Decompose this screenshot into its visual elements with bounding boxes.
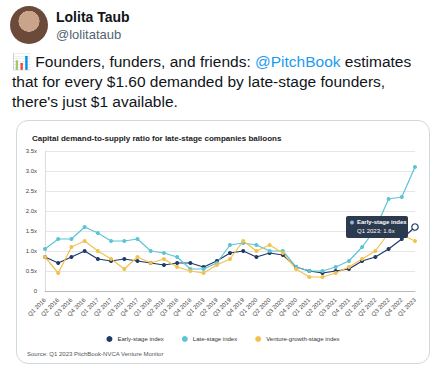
svg-text:3.5x: 3.5x <box>26 148 37 154</box>
svg-text:Source: Q1 2023 PitchBook-NVCA: Source: Q1 2023 PitchBook-NVCA Venture M… <box>27 351 163 357</box>
svg-text:Q3 2018: Q3 2018 <box>158 296 180 318</box>
svg-text:Q1 2018: Q1 2018 <box>132 296 153 318</box>
svg-text:Early-stage index: Early-stage index <box>117 336 163 342</box>
html-text:Lolita Taub: Lolita Taub <box>56 9 130 25</box>
svg-text:3.0x: 3.0x <box>26 168 37 174</box>
svg-text:Q3 2017: Q3 2017 <box>105 296 127 318</box>
svg-text:Q3 2022: Q3 2022 <box>370 296 391 318</box>
svg-text:Q1 2023: 1.6x: Q1 2023: 1.6x <box>357 228 395 234</box>
svg-text:Q2 2019: Q2 2019 <box>198 296 219 318</box>
svg-text:Q3 2020: Q3 2020 <box>264 296 285 318</box>
svg-text:Q4 2017: Q4 2017 <box>119 296 140 318</box>
svg-text:Q2 2017: Q2 2017 <box>92 296 114 318</box>
svg-text:Q2 2016: Q2 2016 <box>39 296 61 318</box>
svg-text:Q4 2016: Q4 2016 <box>66 296 87 318</box>
svg-text:Q1 2022: Q1 2022 <box>343 296 365 318</box>
svg-text:Early-stage index: Early-stage index <box>357 219 407 225</box>
html-text:@lolitataub: @lolitataub <box>56 27 122 42</box>
svg-text:Q4 2020: Q4 2020 <box>277 296 299 318</box>
svg-text:Q2 2022: Q2 2022 <box>357 296 378 318</box>
svg-text:Q1 2020: Q1 2020 <box>238 296 259 318</box>
svg-text:1.0x: 1.0x <box>26 248 37 254</box>
svg-text:Q2 2018: Q2 2018 <box>145 296 166 318</box>
svg-text:Q4 2019: Q4 2019 <box>224 296 246 318</box>
svg-text:Q3 2016: Q3 2016 <box>53 296 74 318</box>
html-text:📊 Founders, funders, and frien: 📊 Founders, funders, and friends: @Pitch… <box>12 53 412 110</box>
svg-text:Q1 2016: Q1 2016 <box>26 296 48 318</box>
svg-text:Q2 2021: Q2 2021 <box>304 296 325 318</box>
svg-text:Q3 2019: Q3 2019 <box>211 296 233 318</box>
svg-text:Late-stage index: Late-stage index <box>193 336 237 342</box>
svg-text:2.5x: 2.5x <box>26 188 37 194</box>
svg-text:Q2 2020: Q2 2020 <box>251 296 272 318</box>
svg-text:Q1 2021: Q1 2021 <box>290 296 312 318</box>
svg-text:0: 0 <box>34 288 38 294</box>
svg-text:Q4 2021: Q4 2021 <box>330 296 351 318</box>
svg-text:1.5x: 1.5x <box>26 228 37 234</box>
svg-text:Q1 2023: Q1 2023 <box>397 296 418 317</box>
svg-text:Q3 2021: Q3 2021 <box>317 296 338 318</box>
svg-text:Q4 2018: Q4 2018 <box>172 296 193 318</box>
svg-text:Capital demand-to-supply ratio: Capital demand-to-supply ratio for late-… <box>32 134 282 143</box>
svg-text:Q4 2022: Q4 2022 <box>383 296 404 318</box>
svg-text:Q1 2019: Q1 2019 <box>185 296 206 318</box>
svg-text:Venture-growth-stage index: Venture-growth-stage index <box>266 336 339 342</box>
svg-text:Q1 2017: Q1 2017 <box>79 296 100 318</box>
svg-text:2.0x: 2.0x <box>26 208 37 214</box>
svg-text:0.5x: 0.5x <box>26 268 37 274</box>
